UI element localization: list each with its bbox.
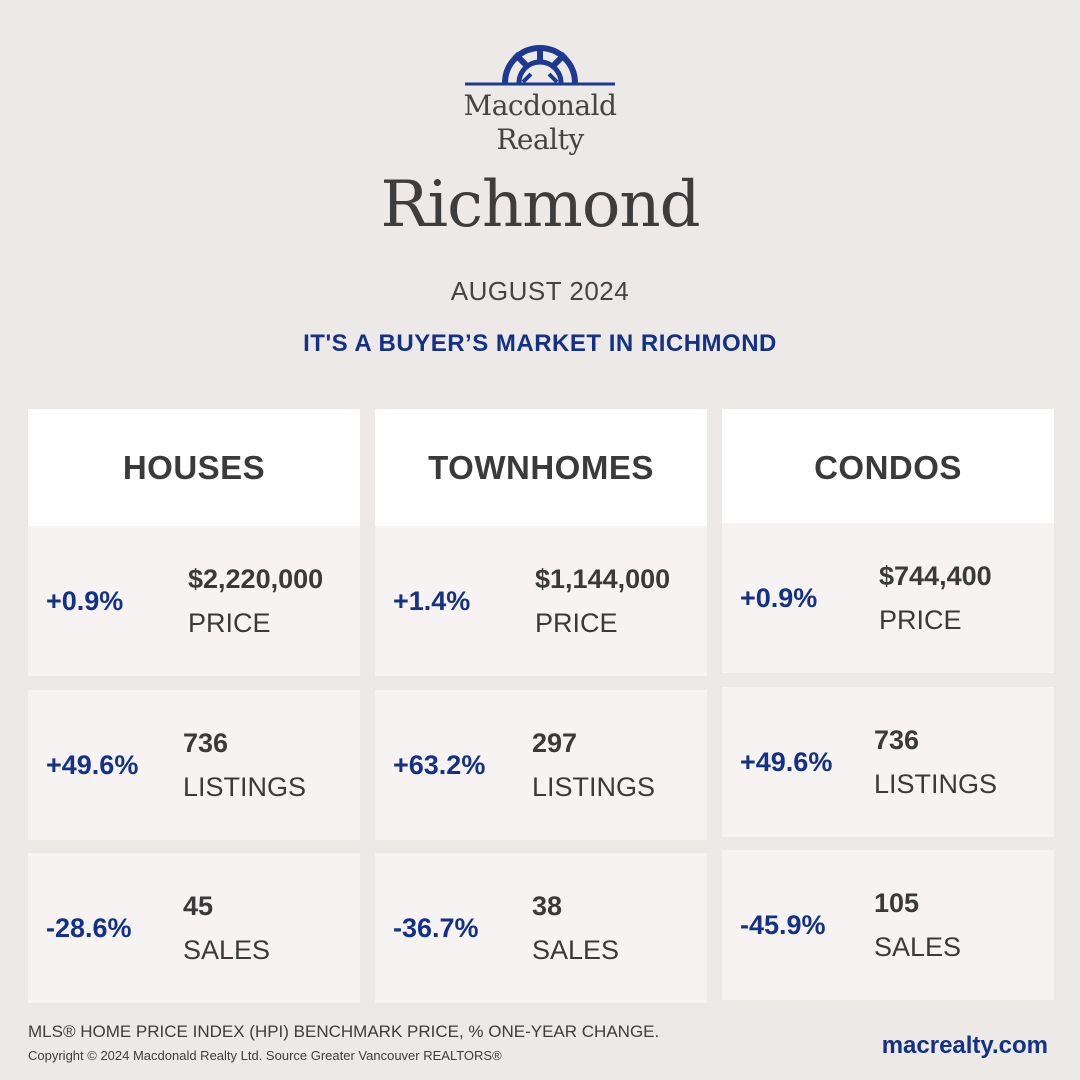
brand-line-2: Realty: [496, 123, 584, 156]
copyright-text: Copyright © 2024 Macdonald Realty Ltd. S…: [28, 1048, 502, 1063]
stat-change: -45.9%: [740, 909, 826, 940]
stat-change: -28.6%: [46, 912, 132, 943]
stat-value: $2,220,000: [188, 564, 324, 594]
stat-label: LISTINGS: [874, 769, 998, 799]
stat-change: +49.6%: [46, 749, 139, 780]
condos-column: CONDOS: [722, 409, 1054, 526]
stat-value: 45: [183, 891, 214, 921]
report-period: AUGUST 2024: [450, 276, 630, 306]
website-link[interactable]: macrealty.com: [881, 1032, 1048, 1059]
townhomes-price-card: +1.4% $1,144,000 PRICE: [375, 526, 707, 676]
stat-value: 736: [183, 728, 229, 758]
column-title: HOUSES: [28, 409, 360, 526]
houses-listings-card: +49.6% 736 LISTINGS: [28, 690, 360, 840]
stat-label: LISTINGS: [532, 772, 656, 802]
houses-sales-card: -28.6% 45 SALES: [28, 853, 360, 1003]
stat-label: SALES: [183, 935, 271, 965]
condos-sales-card: -45.9% 105 SALES: [722, 850, 1054, 1000]
stat-label: PRICE: [879, 605, 962, 635]
stat-change: +0.9%: [46, 585, 124, 616]
brand-line-1: Macdonald: [463, 89, 617, 122]
market-headline: IT'S A BUYER’S MARKET IN RICHMOND: [303, 330, 777, 357]
city-title: Richmond: [380, 168, 700, 242]
column-title: TOWNHOMES: [375, 409, 707, 526]
stat-value: $744,400: [879, 561, 992, 591]
townhomes-sales-card: -36.7% 38 SALES: [375, 853, 707, 1003]
stat-change: +1.4%: [393, 585, 471, 616]
stat-value: 297: [532, 728, 578, 758]
column-title: CONDOS: [722, 409, 1054, 526]
stat-label: PRICE: [535, 608, 618, 638]
stat-value: $1,144,000: [535, 564, 671, 594]
hpi-footnote: MLS® HOME PRICE INDEX (HPI) BENCHMARK PR…: [28, 1022, 660, 1041]
houses-column: HOUSES: [28, 409, 360, 526]
townhomes-column: TOWNHOMES: [375, 409, 707, 526]
stat-change: +63.2%: [393, 749, 486, 780]
stat-change: -36.7%: [393, 912, 479, 943]
stat-label: PRICE: [188, 608, 271, 638]
stat-change: +49.6%: [740, 746, 833, 777]
houses-price-card: +0.9% $2,220,000 PRICE: [28, 526, 360, 676]
townhomes-listings-card: +63.2% 297 LISTINGS: [375, 690, 707, 840]
sunburst-arch-logo-icon: [465, 45, 615, 86]
stat-label: SALES: [874, 932, 962, 962]
stat-change: +0.9%: [740, 582, 818, 613]
stat-value: 38: [532, 891, 563, 921]
stat-value: 105: [874, 888, 920, 918]
macdonald-realty-logo: Macdonald Realty: [440, 38, 640, 168]
condos-listings-card: +49.6% 736 LISTINGS: [722, 687, 1054, 837]
stat-label: LISTINGS: [183, 772, 307, 802]
stat-value: 736: [874, 725, 920, 755]
condos-price-card: +0.9% $744,400 PRICE: [722, 523, 1054, 673]
stat-label: SALES: [532, 935, 620, 965]
